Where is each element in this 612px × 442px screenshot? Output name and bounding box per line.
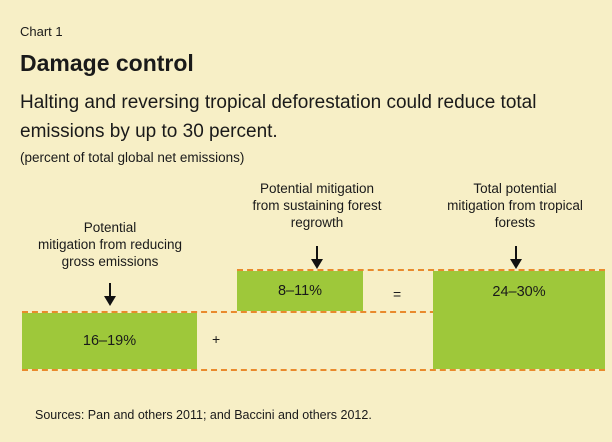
label-line: regrowth bbox=[290, 215, 344, 230]
range-label-total-potential: 24–30% bbox=[492, 284, 546, 300]
dashed-line-middle bbox=[22, 311, 605, 313]
range-label-gross-emissions: 16–19% bbox=[82, 333, 137, 349]
box-total-potential: 24–30% bbox=[433, 271, 605, 369]
label-sustaining-regrowth: Potential mitigation from sustaining for… bbox=[222, 180, 412, 231]
arrow-down-icon bbox=[104, 283, 116, 306]
label-total-potential: Total potential mitigation from tropical… bbox=[420, 180, 610, 231]
arrow-down-icon bbox=[311, 246, 323, 269]
chart-number: Chart 1 bbox=[20, 24, 63, 39]
label-line: Potential bbox=[83, 220, 137, 235]
label-line: mitigation from reducing bbox=[37, 237, 183, 252]
plus-sign: + bbox=[212, 331, 221, 347]
dashed-line-bottom bbox=[22, 369, 605, 371]
label-line: mitigation from tropical bbox=[447, 198, 583, 213]
chart-title: Damage control bbox=[20, 50, 194, 76]
range-label-sustaining-regrowth: 8–11% bbox=[277, 283, 323, 299]
label-reducing-gross-emissions: Potential mitigation from reducing gross… bbox=[15, 219, 205, 270]
chart-sources: Sources: Pan and others 2011; and Baccin… bbox=[35, 408, 372, 422]
box-sustaining-regrowth: 8–11% bbox=[237, 271, 363, 311]
label-line: from sustaining forest bbox=[252, 198, 382, 213]
label-line: forests bbox=[494, 215, 536, 230]
box-gross-emissions: 16–19% bbox=[22, 313, 197, 369]
label-line: gross emissions bbox=[61, 254, 159, 269]
label-line: Potential mitigation bbox=[259, 181, 375, 196]
label-line: Total potential bbox=[473, 181, 557, 196]
equals-sign: = bbox=[393, 286, 402, 302]
dashed-line-top bbox=[237, 269, 605, 271]
chart-unit: (percent of total global net emissions) bbox=[20, 150, 245, 165]
arrow-down-icon bbox=[510, 246, 522, 269]
chart-subtitle: Halting and reversing tropical deforesta… bbox=[20, 92, 537, 142]
